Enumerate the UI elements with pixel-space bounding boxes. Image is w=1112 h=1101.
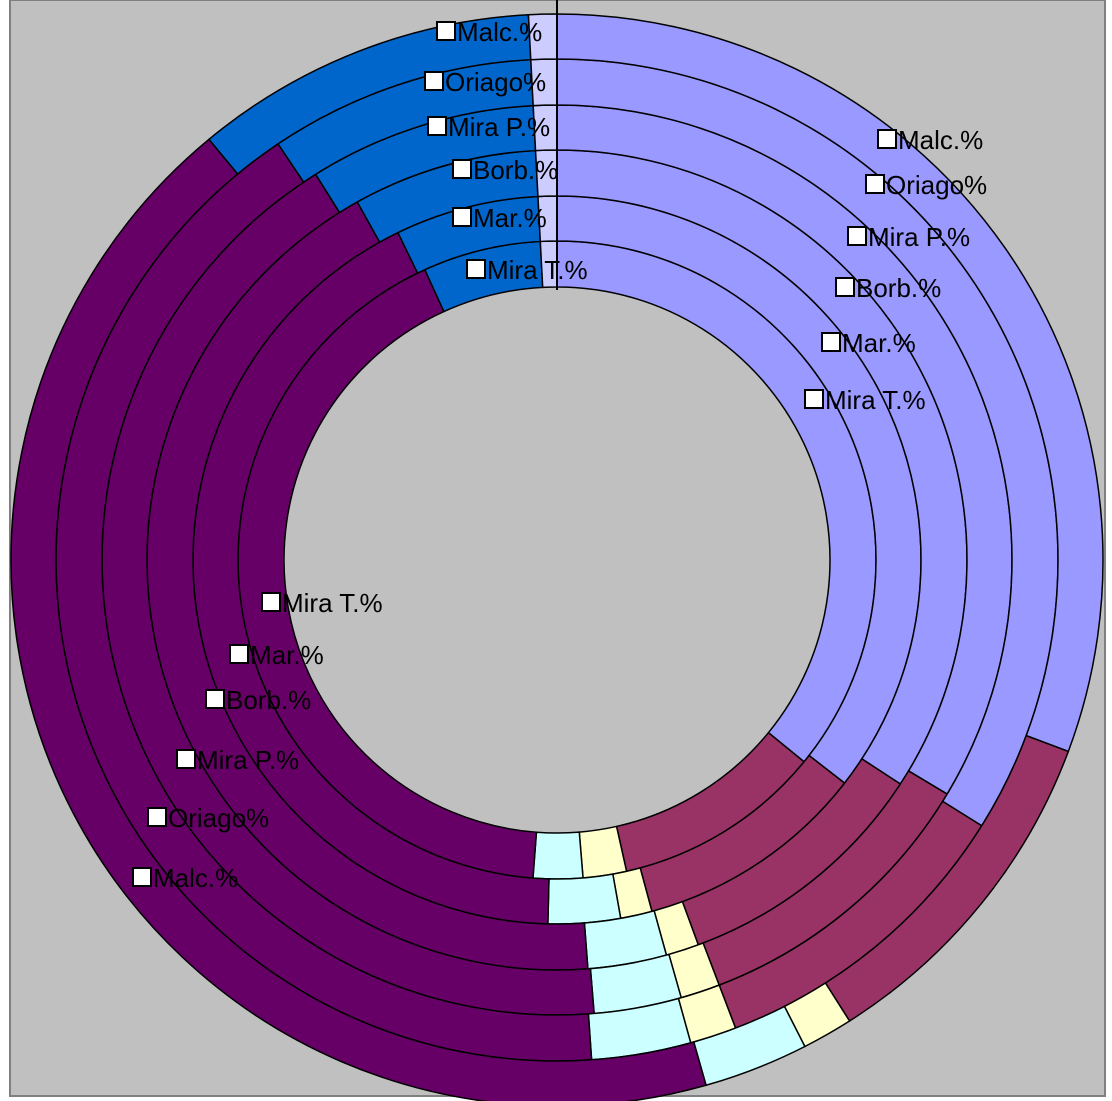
label-marker	[132, 867, 152, 887]
label-marker	[452, 207, 472, 227]
label-marker	[466, 259, 486, 279]
labels-group: Malc.% Oriago% Mira P.% Borb.% Mar.% Mira T.%…	[132, 17, 987, 893]
ring-label: Mira T.%	[282, 588, 383, 618]
label-marker	[147, 807, 167, 827]
ring-label: Oriago%	[168, 803, 269, 833]
label-marker	[205, 689, 225, 709]
ring-segment	[532, 831, 584, 880]
label-marker	[424, 71, 444, 91]
ring-label: Mira T.%	[825, 385, 926, 415]
ring-label: Borb.%	[226, 685, 311, 715]
label-marker	[261, 592, 281, 612]
ring-label: Borb.%	[856, 273, 941, 303]
label-marker	[452, 159, 472, 179]
label-marker	[877, 129, 897, 149]
ring-label: Mar.%	[250, 640, 324, 670]
ring-label: Mira P.%	[868, 222, 970, 252]
rings-group	[10, 13, 1104, 1101]
ring-label: Malc.%	[898, 125, 983, 155]
label-marker	[229, 644, 249, 664]
label-marker	[436, 21, 456, 41]
ring-label: Oriago%	[886, 170, 987, 200]
label-marker	[804, 389, 824, 409]
label-marker	[835, 277, 855, 297]
ring-label: Oriago%	[445, 67, 546, 97]
ring-label: Malc.%	[457, 17, 542, 47]
ring-label: Mira P.%	[197, 745, 299, 775]
ring-segment	[547, 873, 622, 925]
ring-label: Borb.%	[473, 155, 558, 185]
ring-label: Mar.%	[842, 328, 916, 358]
ring-label: Mar.%	[473, 203, 547, 233]
label-marker	[427, 116, 447, 136]
label-marker	[847, 226, 867, 246]
ring-label: Malc.%	[153, 863, 238, 893]
label-marker	[865, 174, 885, 194]
ring-label: Mira T.%	[487, 255, 588, 285]
label-marker	[821, 332, 841, 352]
ring-label: Mira P.%	[448, 112, 550, 142]
label-marker	[176, 749, 196, 769]
